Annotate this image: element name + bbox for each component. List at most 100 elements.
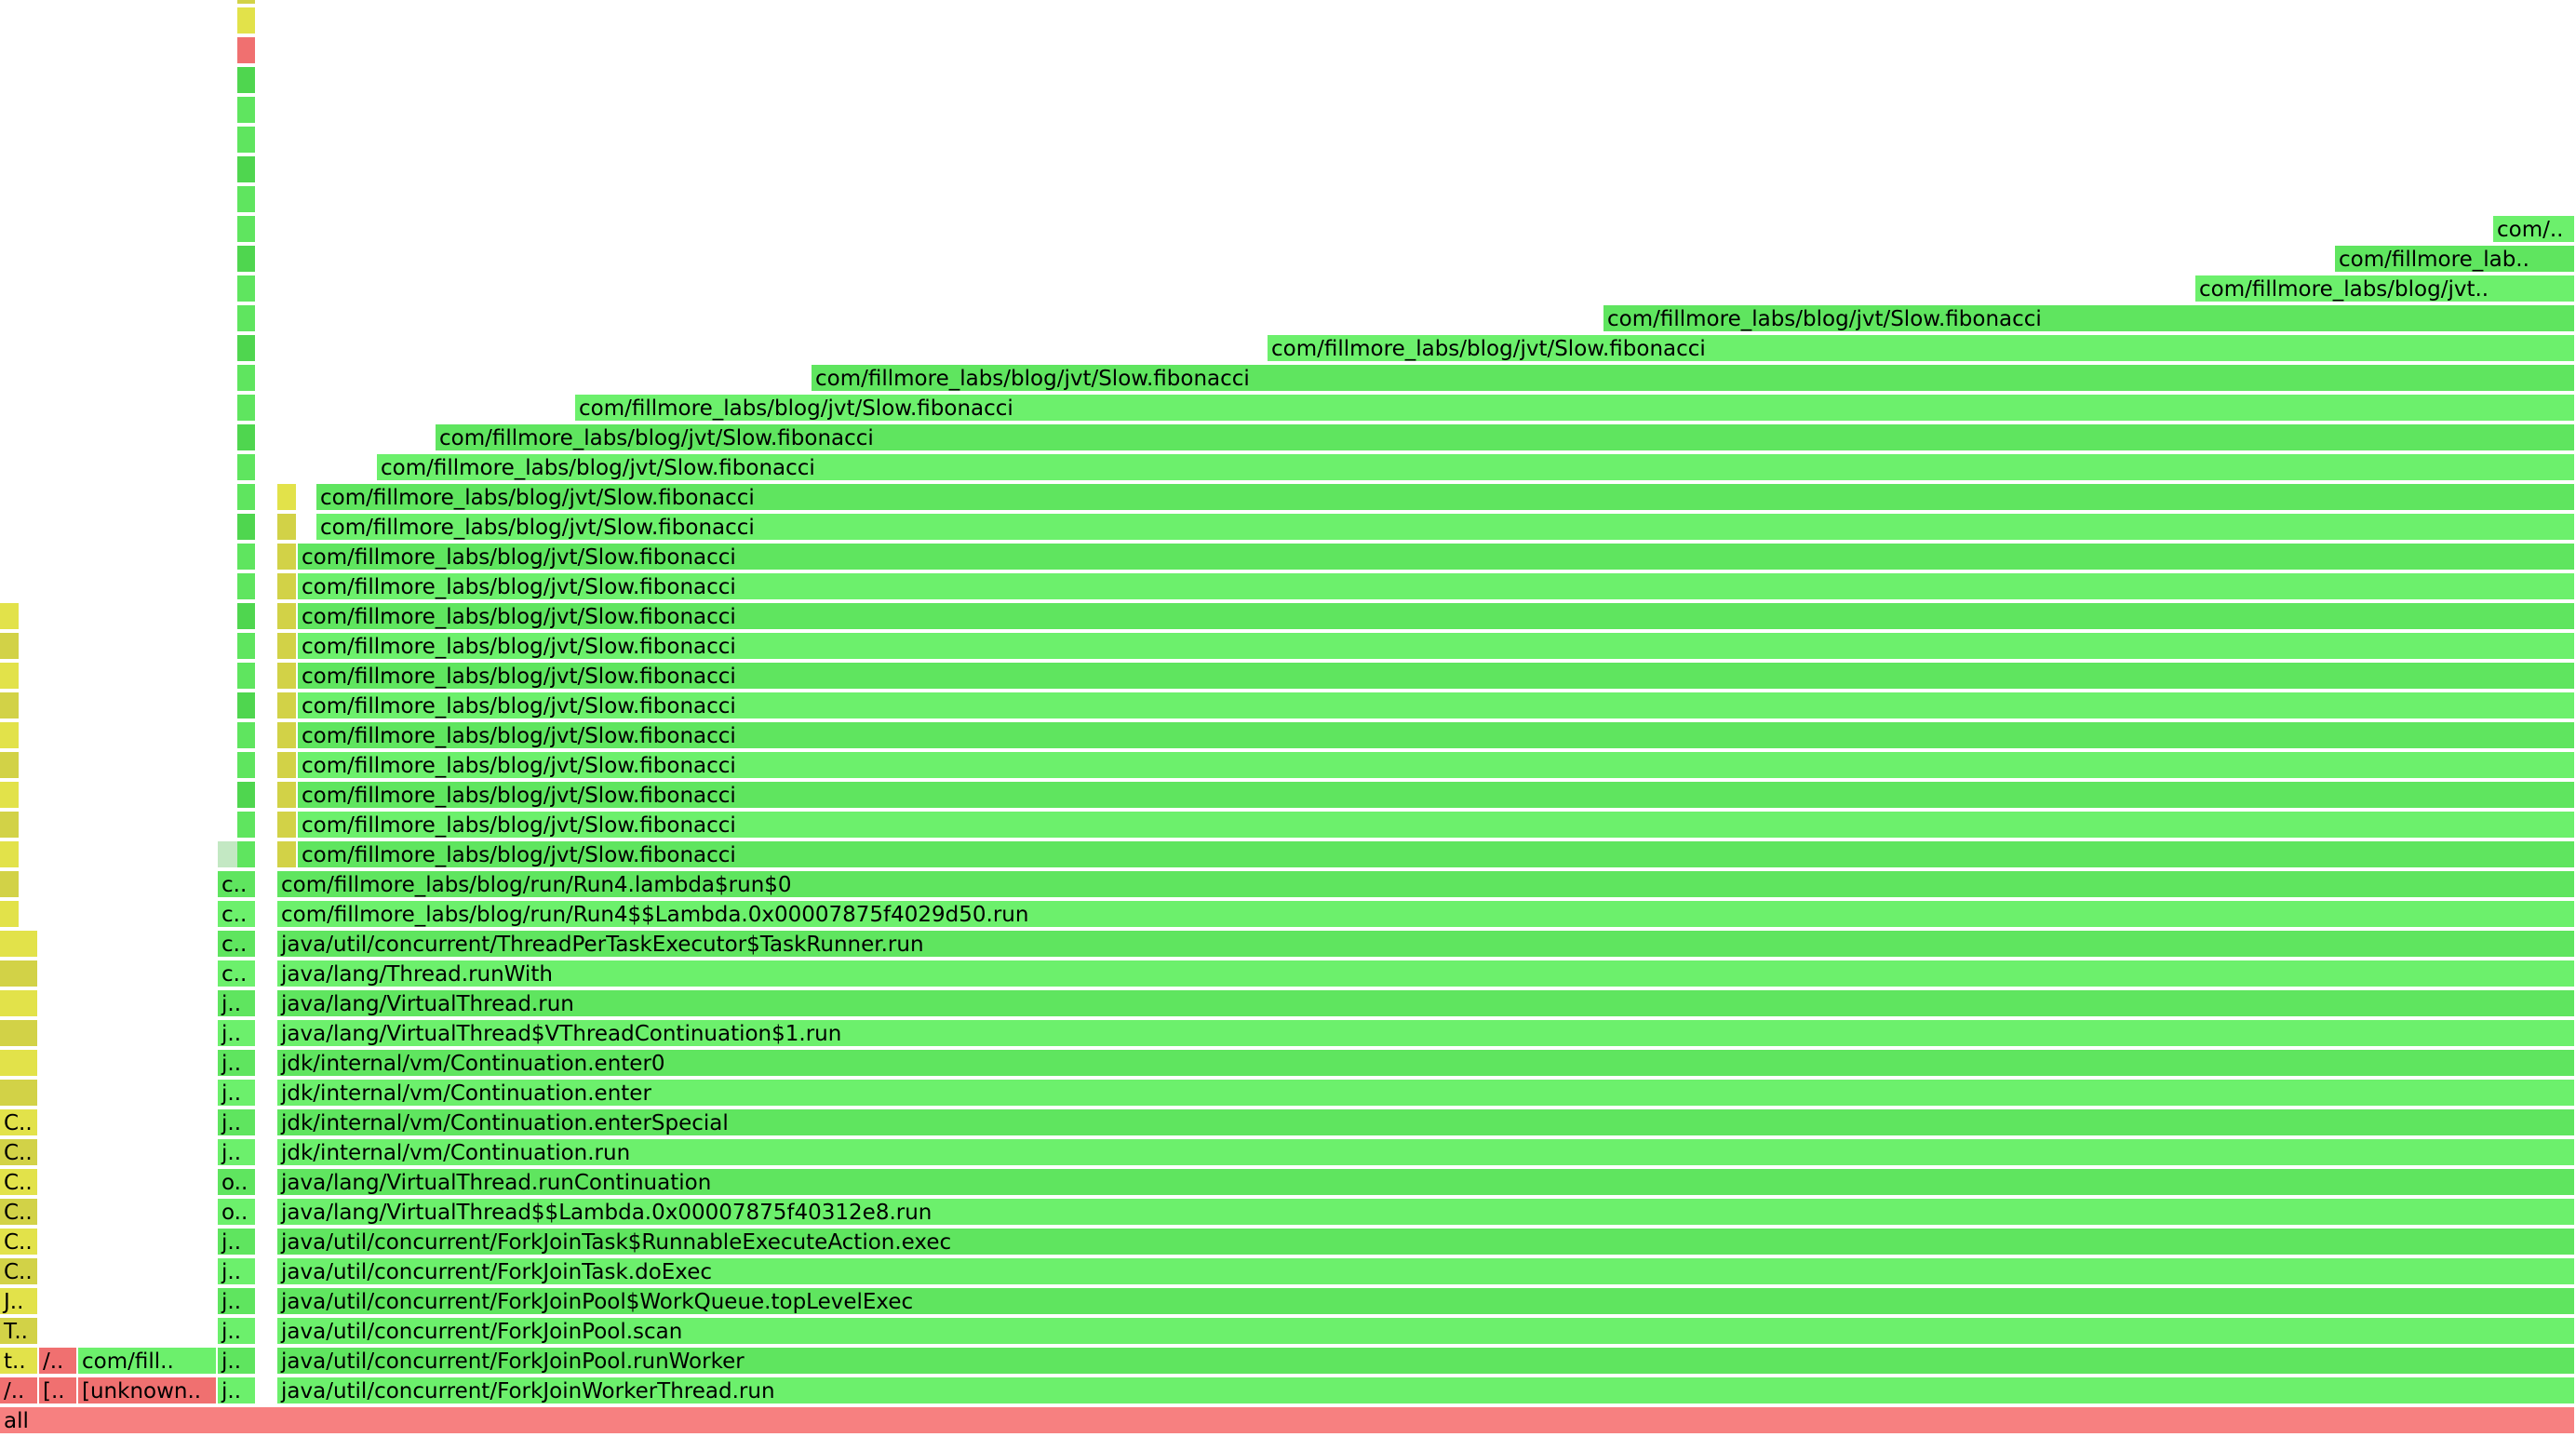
frame-side-a[interactable]	[0, 603, 20, 631]
frame-tower[interactable]	[237, 7, 257, 35]
frame-main-13[interactable]: java/lang/VirtualThread$VThreadContinuat…	[277, 1020, 2576, 1048]
frame-main-8[interactable]: java/lang/VirtualThread.runContinuation	[277, 1169, 2576, 1197]
frame-main-16[interactable]: java/util/concurrent/ThreadPerTaskExecut…	[277, 931, 2576, 959]
frame-side-d[interactable]: o..	[218, 1169, 257, 1197]
frame-side-a[interactable]: C..	[0, 1199, 39, 1227]
frame-side-b[interactable]: /..	[39, 1348, 78, 1376]
frame-fibonacci[interactable]: com/fillmore_labs/blog/jvt/Slow.fibonacc…	[298, 633, 2576, 661]
frame-main-18[interactable]: com/fillmore_labs/blog/run/Run4.lambda$r…	[277, 871, 2576, 899]
frame-tower[interactable]	[237, 484, 257, 512]
frame-side-d[interactable]: o..	[218, 1199, 257, 1227]
frame-narrow[interactable]	[277, 633, 298, 661]
frame-tower[interactable]	[237, 395, 257, 423]
frame-fibonacci[interactable]: com/fillmore_lab..	[2335, 246, 2576, 274]
frame-main-3[interactable]: java/util/concurrent/ForkJoinPool.scan	[277, 1318, 2576, 1346]
frame-side-d[interactable]: j..	[218, 1288, 257, 1316]
frame-main-17[interactable]: com/fillmore_labs/blog/run/Run4$$Lambda.…	[277, 901, 2576, 929]
frame-main-9[interactable]: jdk/internal/vm/Continuation.run	[277, 1139, 2576, 1167]
frame-tower[interactable]	[237, 782, 257, 810]
frame-side-d[interactable]: j..	[218, 1020, 257, 1048]
frame-side-a[interactable]	[0, 722, 20, 750]
frame-narrow[interactable]	[277, 663, 298, 691]
frame-side-a[interactable]	[0, 990, 39, 1018]
frame-tower[interactable]	[237, 573, 257, 601]
frame-narrow[interactable]	[277, 603, 298, 631]
frame-tower[interactable]	[237, 305, 257, 333]
frame-side-a[interactable]	[0, 960, 39, 988]
frame-fibonacci[interactable]: com/fillmore_labs/blog/jvt/Slow.fibonacc…	[1268, 335, 2576, 363]
frame-main-5[interactable]: java/util/concurrent/ForkJoinTask.doExec	[277, 1258, 2576, 1286]
frame-fibonacci[interactable]: com/fillmore_labs/blog/jvt/Slow.fibonacc…	[298, 722, 2576, 750]
frame-tower[interactable]	[237, 424, 257, 452]
frame-main-14[interactable]: java/lang/VirtualThread.run	[277, 990, 2576, 1018]
frame-narrow[interactable]	[277, 544, 298, 571]
frame-fibonacci[interactable]: com/fillmore_labs/blog/jvt/Slow.fibonacc…	[298, 841, 2576, 869]
frame-tower[interactable]	[237, 216, 257, 244]
frame-side-a[interactable]	[0, 782, 20, 810]
frame-narrow[interactable]	[277, 812, 298, 839]
frame-main-11[interactable]: jdk/internal/vm/Continuation.enter	[277, 1080, 2576, 1108]
frame-narrow[interactable]	[277, 782, 298, 810]
frame-tower[interactable]	[237, 752, 257, 780]
frame-tower[interactable]	[237, 454, 257, 482]
frame-tower[interactable]	[237, 67, 257, 95]
frame-side-a[interactable]	[0, 1020, 39, 1048]
frame-side-a[interactable]: C..	[0, 1109, 39, 1137]
frame-side-d[interactable]: c..	[218, 901, 257, 929]
frame-tower[interactable]	[237, 603, 257, 631]
frame-tower[interactable]	[237, 692, 257, 720]
frame-fibonacci[interactable]: com/fillmore_labs/blog/jvt/Slow.fibonacc…	[298, 812, 2576, 839]
frame-tower[interactable]	[237, 812, 257, 839]
frame-main-2[interactable]: java/util/concurrent/ForkJoinPool.runWor…	[277, 1348, 2576, 1376]
frame-main-1[interactable]: java/util/concurrent/ForkJoinWorkerThrea…	[277, 1377, 2576, 1405]
frame-side-d[interactable]: j..	[218, 1258, 257, 1286]
frame-side-a[interactable]: /..	[0, 1377, 39, 1405]
frame-main-7[interactable]: java/lang/VirtualThread$$Lambda.0x000078…	[277, 1199, 2576, 1227]
frame-fibonacci[interactable]: com/fillmore_labs/blog/jvt/Slow.fibonacc…	[377, 454, 2576, 482]
frame-fibonacci[interactable]: com/fillmore_labs/blog/jvt/Slow.fibonacc…	[1603, 305, 2576, 333]
frame-fibonacci[interactable]: com/fillmore_labs/blog/jvt/Slow.fibonacc…	[298, 692, 2576, 720]
frame-tower[interactable]	[237, 722, 257, 750]
frame-fibonacci[interactable]: com/fillmore_labs/blog/jvt/Slow.fibonacc…	[436, 424, 2576, 452]
frame-side-a[interactable]	[0, 633, 20, 661]
frame-side-d[interactable]: j..	[218, 1050, 257, 1078]
frame-fibonacci[interactable]: com/fillmore_labs/blog/jvt/Slow.fibonacc…	[298, 603, 2576, 631]
frame-main-15[interactable]: java/lang/Thread.runWith	[277, 960, 2576, 988]
frame-side-a[interactable]	[0, 812, 20, 839]
frame-tower[interactable]	[237, 156, 257, 184]
frame-side-d[interactable]: c..	[218, 960, 257, 988]
frame-side-a[interactable]	[0, 931, 39, 959]
frame-side-a[interactable]: C..	[0, 1258, 39, 1286]
frame-narrow[interactable]	[277, 722, 298, 750]
frame-tower[interactable]	[237, 841, 257, 869]
frame-narrow[interactable]	[277, 752, 298, 780]
frame-side-d[interactable]: j..	[218, 1080, 257, 1108]
frame-tower[interactable]	[237, 186, 257, 214]
frame-fibonacci[interactable]: com/fillmore_labs/blog/jvt/Slow.fibonacc…	[298, 544, 2576, 571]
frame-narrow[interactable]	[277, 841, 298, 869]
frame-side-a[interactable]: t..	[0, 1348, 39, 1376]
frame-side-d[interactable]: j..	[218, 1318, 257, 1346]
frame-main-6[interactable]: java/util/concurrent/ForkJoinTask$Runnab…	[277, 1229, 2576, 1256]
frame-main-12[interactable]: jdk/internal/vm/Continuation.enter0	[277, 1050, 2576, 1078]
frame-side-a[interactable]: J..	[0, 1288, 39, 1316]
frame-main-10[interactable]: jdk/internal/vm/Continuation.enterSpecia…	[277, 1109, 2576, 1137]
frame-fibonacci[interactable]: com/fillmore_labs/blog/jvt/Slow.fibonacc…	[298, 752, 2576, 780]
frame-narrow[interactable]	[277, 514, 298, 542]
frame-side-d[interactable]: c..	[218, 931, 257, 959]
frame-narrow[interactable]	[277, 573, 298, 601]
frame-tower[interactable]	[237, 97, 257, 125]
frame-fibonacci[interactable]: com/..	[2493, 216, 2576, 244]
frame-tower[interactable]	[237, 0, 257, 6]
frame-tower[interactable]	[237, 127, 257, 154]
frame-tower[interactable]	[237, 514, 257, 542]
frame-side-d[interactable]: c..	[218, 871, 257, 899]
frame-tower[interactable]	[237, 335, 257, 363]
frame-side-a[interactable]: C..	[0, 1229, 39, 1256]
frame-side-c[interactable]: [unknown..	[78, 1377, 218, 1405]
frame-side-a[interactable]	[0, 901, 20, 929]
frame-side-b[interactable]: [..	[39, 1377, 78, 1405]
frame-side-d[interactable]: j..	[218, 990, 257, 1018]
frame-fibonacci[interactable]: com/fillmore_labs/blog/jvt/Slow.fibonacc…	[316, 484, 2576, 512]
frame-side-a[interactable]	[0, 1080, 39, 1108]
